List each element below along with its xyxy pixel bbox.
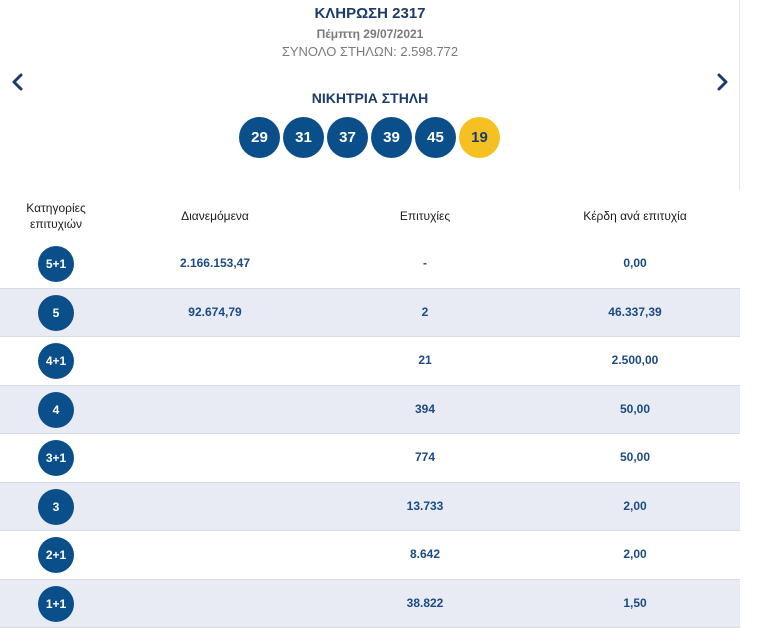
winners-cell: - [423, 256, 427, 270]
winners-cell: 13.733 [406, 498, 444, 513]
distributed-cell: 92.674,79 [188, 304, 242, 319]
total-columns: ΣΥΝΟΛΟ ΣΤΗΛΩΝ: 2.598.772 [281, 44, 459, 59]
number-ball: 29 [239, 117, 280, 158]
chevron-left-icon [12, 73, 23, 91]
category-badge: 5+1 [38, 246, 74, 282]
number-ball: 45 [415, 117, 456, 158]
table-row: 3 13.733 2,00 [0, 482, 740, 531]
table-row: 2+1 8.642 2,00 [0, 531, 740, 580]
header-prize: Κέρδη ανά επιτυχία [583, 209, 687, 223]
category-badge: 3 [38, 488, 74, 525]
header-winners: Επιτυχίες [399, 209, 451, 223]
prize-cell: 46.337,39 [608, 304, 662, 319]
distributed-cell: 2.166.153,47 [179, 256, 251, 270]
results-table: 5+1 2.166.153,47 - 0,00 5 92.674,79 2 46… [0, 240, 740, 628]
draw-title: ΚΛΗΡΩΣΗ 2317 [314, 5, 426, 22]
winners-cell: 394 [414, 401, 436, 416]
winning-numbers: 29 31 37 39 45 19 [239, 117, 500, 158]
prize-cell: 2,00 [623, 498, 647, 513]
chevron-right-icon [717, 73, 728, 91]
winners-cell: 2 [421, 304, 429, 319]
prize-cell: 2.500,00 [611, 353, 659, 367]
winning-column-label: ΝΙΚΗΤΡΙΑ ΣΤΗΛΗ [311, 90, 429, 106]
prize-cell: 50,00 [619, 450, 651, 464]
joker-ball: 19 [459, 117, 500, 158]
table-row: 5+1 2.166.153,47 - 0,00 [0, 240, 740, 289]
table-row: 1+1 38.822 1,50 [0, 579, 740, 628]
table-row: 4+1 21 2.500,00 [0, 337, 740, 386]
divider [739, 0, 740, 190]
previous-draw-button[interactable] [8, 70, 28, 94]
winners-cell: 38.822 [406, 595, 444, 610]
table-row: 4 394 50,00 [0, 385, 740, 434]
category-badge: 4+1 [38, 343, 74, 379]
category-badge: 1+1 [38, 585, 74, 622]
category-badge: 3+1 [38, 440, 74, 476]
results-table-header: Κατηγορίες επιτυχιών Διανεμόμενα Επιτυχί… [0, 196, 740, 240]
prize-cell: 50,00 [619, 401, 651, 416]
number-ball: 37 [327, 117, 368, 158]
winners-cell: 774 [414, 450, 436, 464]
table-row: 3+1 774 50,00 [0, 434, 740, 483]
category-badge: 2+1 [38, 537, 74, 573]
number-ball: 31 [283, 117, 324, 158]
header-category: Κατηγορίες επιτυχιών [26, 201, 86, 231]
next-draw-button[interactable] [712, 70, 732, 94]
number-ball: 39 [371, 117, 412, 158]
category-badge: 5 [38, 294, 74, 331]
winners-cell: 21 [418, 353, 432, 367]
draw-date: Πέμπτη 29/07/2021 [316, 27, 424, 41]
header-distributed: Διανεμόμενα [181, 209, 249, 223]
category-badge: 4 [38, 391, 74, 428]
prize-cell: 0,00 [623, 256, 647, 270]
winners-cell: 8.642 [409, 547, 441, 561]
prize-cell: 1,50 [623, 595, 647, 610]
table-row: 5 92.674,79 2 46.337,39 [0, 288, 740, 337]
prize-cell: 2,00 [623, 547, 647, 561]
